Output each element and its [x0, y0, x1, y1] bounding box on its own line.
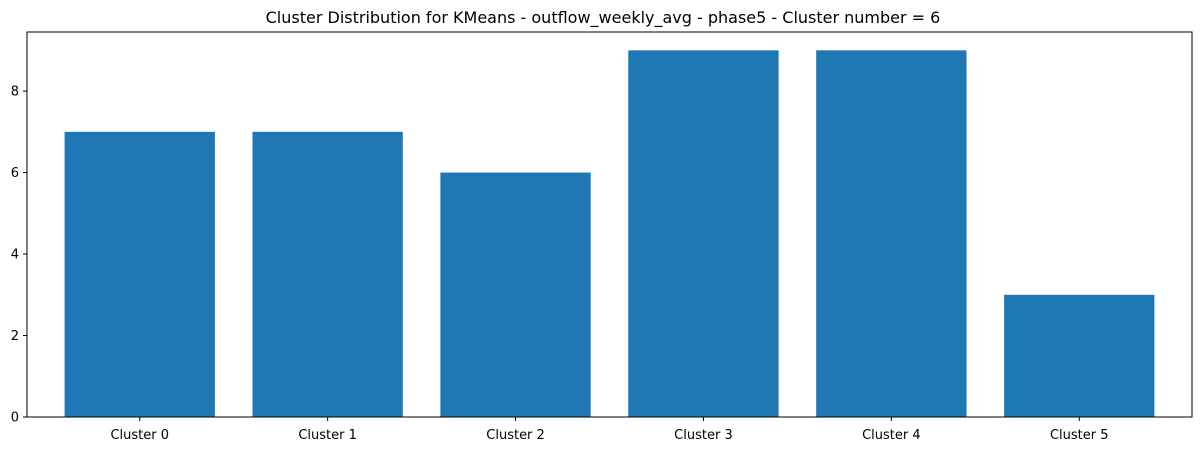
- y-tick-label: 2: [11, 329, 19, 344]
- plot-frame: [26, 31, 1193, 418]
- x-tick-label: Cluster 0: [110, 428, 169, 443]
- y-axis: 0 2 4 6 8: [11, 85, 27, 426]
- plot-area: [64, 50, 1155, 417]
- x-tick-label: Cluster 2: [486, 428, 545, 443]
- x-tick-label: Cluster 4: [862, 428, 921, 443]
- x-tick-label: Cluster 1: [298, 428, 357, 443]
- bar-cluster-5: [1004, 294, 1155, 417]
- x-tick-label: Cluster 5: [1050, 428, 1109, 443]
- chart-title: Cluster Distribution for KMeans - outflo…: [266, 8, 941, 28]
- x-tick-label: Cluster 3: [674, 428, 733, 443]
- bar-cluster-3: [628, 50, 779, 417]
- y-tick-label: 0: [11, 411, 19, 426]
- x-axis: Cluster 0 Cluster 1 Cluster 2 Cluster 3 Clus…: [110, 417, 1109, 443]
- bar-cluster-1: [252, 131, 403, 417]
- bar-cluster-4: [816, 50, 967, 417]
- bar-cluster-2: [440, 172, 591, 417]
- bar-cluster-0: [64, 131, 215, 417]
- y-tick-label: 8: [11, 85, 19, 100]
- y-tick-label: 6: [11, 166, 19, 181]
- y-tick-label: 4: [11, 248, 19, 263]
